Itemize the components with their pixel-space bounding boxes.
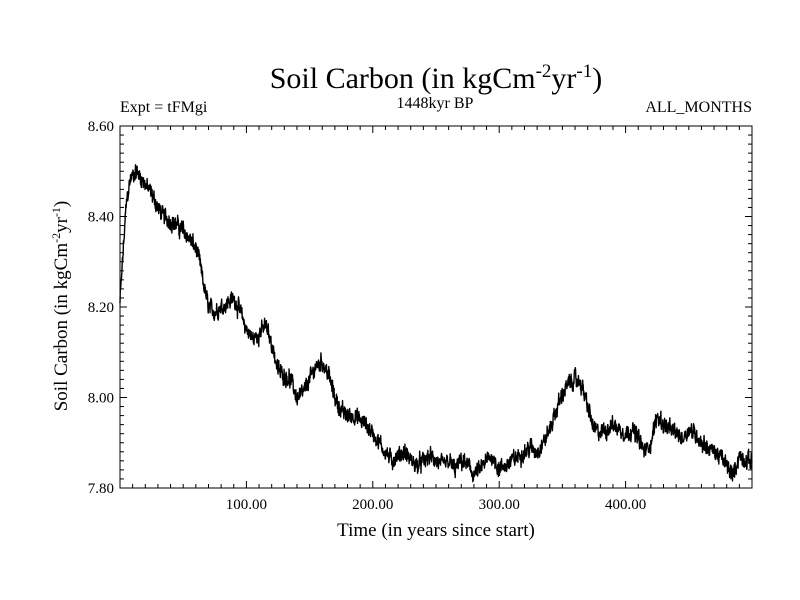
y-axis-label: Soil Carbon (in kgCm-2yr-1)	[49, 201, 72, 412]
x-tick-label: 200.00	[352, 497, 393, 513]
months-label: ALL_MONTHS	[645, 99, 752, 116]
axis-ticks	[120, 126, 752, 488]
y-tick-label: 8.40	[88, 210, 114, 226]
x-axis-label: Time (in years since start)	[337, 520, 535, 541]
y-tick-label: 8.20	[88, 300, 114, 316]
data-series	[119, 164, 753, 483]
series-line	[119, 164, 753, 483]
experiment-label: Expt = tFMgi	[120, 99, 208, 116]
x-tick-label: 400.00	[605, 497, 646, 513]
x-tick-label: 100.00	[226, 497, 267, 513]
y-tick-label: 7.80	[88, 481, 114, 497]
y-tick-label: 8.00	[88, 391, 114, 407]
plot-frame	[119, 125, 753, 489]
y-tick-label: 8.60	[88, 119, 114, 135]
period-label: 1448kyr BP	[397, 95, 474, 112]
chart-title: Soil Carbon (in kgCm-2yr-1)	[270, 61, 603, 95]
tick-labels: 100.00 200.00 300.00 400.00 7.80 8.00 8.20 8.40…	[88, 119, 646, 513]
x-tick-label: 300.00	[479, 497, 520, 513]
